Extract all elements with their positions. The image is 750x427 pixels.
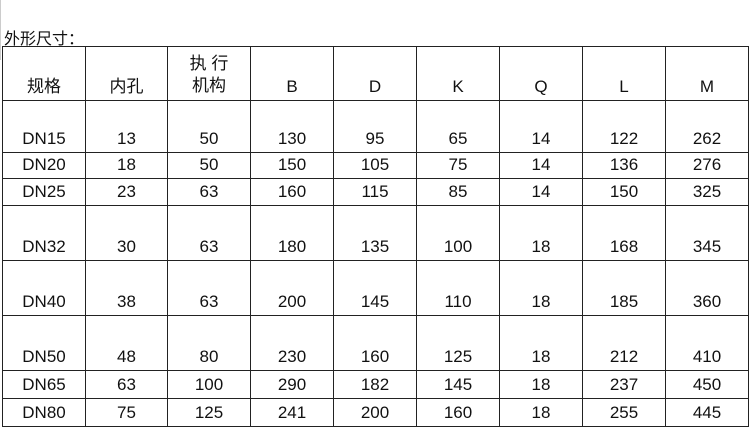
cell-m: 345 (665, 205, 749, 261)
cell-b: 230 (250, 315, 334, 371)
table-row: DN80 75 125 241 200 160 18 255 445 (2, 398, 749, 427)
cell-k: 145 (416, 370, 500, 399)
cell-actuator: 50 (167, 100, 251, 153)
cell-d: 200 (333, 398, 417, 427)
cell-spec: DN15 (2, 100, 86, 153)
cell-k: 85 (416, 178, 500, 206)
cell-bore: 30 (85, 205, 168, 261)
cell-spec: DN50 (2, 315, 86, 371)
cell-spec: DN25 (2, 178, 86, 206)
cell-k: 75 (416, 152, 500, 179)
cell-m: 325 (665, 178, 749, 206)
cell-actuator: 63 (167, 178, 251, 206)
cell-q: 18 (499, 260, 583, 316)
cell-actuator: 50 (167, 152, 251, 179)
cell-q: 18 (499, 315, 583, 371)
cell-b: 130 (250, 100, 334, 153)
cell-m: 445 (665, 398, 749, 427)
cell-l: 168 (582, 205, 666, 261)
cell-actuator: 100 (167, 370, 251, 399)
table-row: DN20 18 50 150 105 75 14 136 276 (2, 152, 749, 179)
cell-m: 410 (665, 315, 749, 371)
cell-d: 105 (333, 152, 417, 179)
cell-b: 290 (250, 370, 334, 399)
header-row: 规格 内孔执 行机构 B D K Q L M (2, 46, 749, 101)
header-cell-bore: 内孔 (85, 46, 168, 101)
cell-b: 160 (250, 178, 334, 206)
cell-q: 14 (499, 178, 583, 206)
dimensions-table: 规格 内孔执 行机构 B D K Q L M DN15 13 50 130 95 65 14 122 262 DN… (2, 46, 749, 427)
cell-actuator: 63 (167, 205, 251, 261)
cell-d: 115 (333, 178, 417, 206)
table-row: DN50 48 80 230 160 125 18 212 410 (2, 315, 749, 371)
cell-bore: 75 (85, 398, 168, 427)
cell-b: 200 (250, 260, 334, 316)
cell-d: 182 (333, 370, 417, 399)
cell-k: 110 (416, 260, 500, 316)
table-row: DN25 23 63 160 115 85 14 150 325 (2, 178, 749, 206)
cell-q: 14 (499, 100, 583, 153)
cell-l: 136 (582, 152, 666, 179)
cell-b: 150 (250, 152, 334, 179)
header-cell-d: D (333, 46, 417, 101)
cell-q: 18 (499, 370, 583, 399)
cell-actuator: 63 (167, 260, 251, 316)
cell-l: 237 (582, 370, 666, 399)
cell-m: 450 (665, 370, 749, 399)
cell-d: 145 (333, 260, 417, 316)
cell-bore: 18 (85, 152, 168, 179)
cell-spec: DN20 (2, 152, 86, 179)
cell-spec: DN32 (2, 205, 86, 261)
cell-k: 160 (416, 398, 500, 427)
cell-bore: 48 (85, 315, 168, 371)
section-title: 外形尺寸： (4, 31, 85, 48)
table-row: DN40 38 63 200 145 110 18 185 360 (2, 260, 749, 316)
cell-m: 276 (665, 152, 749, 179)
cell-b: 180 (250, 205, 334, 261)
cell-l: 150 (582, 178, 666, 206)
header-cell-spec: 规格 (2, 46, 86, 101)
cell-k: 100 (416, 205, 500, 261)
cell-b: 241 (250, 398, 334, 427)
cell-d: 95 (333, 100, 417, 153)
cell-bore: 38 (85, 260, 168, 316)
cell-d: 160 (333, 315, 417, 371)
cell-l: 255 (582, 398, 666, 427)
cell-spec: DN40 (2, 260, 86, 316)
cell-bore: 63 (85, 370, 168, 399)
cell-m: 360 (665, 260, 749, 316)
cell-actuator: 125 (167, 398, 251, 427)
left-edge-line (0, 0, 1, 60)
cell-m: 262 (665, 100, 749, 153)
cell-d: 135 (333, 205, 417, 261)
header-cell-actuator: 执 行机构 (167, 46, 251, 101)
cell-q: 14 (499, 152, 583, 179)
header-cell-m: M (665, 46, 749, 101)
cell-l: 212 (582, 315, 666, 371)
header-cell-l: L (582, 46, 666, 101)
table-row: DN15 13 50 130 95 65 14 122 262 (2, 100, 749, 153)
cell-spec: DN80 (2, 398, 86, 427)
header-cell-b: B (250, 46, 334, 101)
header-cell-k: K (416, 46, 500, 101)
cell-actuator: 80 (167, 315, 251, 371)
cell-q: 18 (499, 398, 583, 427)
cell-bore: 13 (85, 100, 168, 153)
table-row: DN65 63 100 290 182 145 18 237 450 (2, 370, 749, 399)
cell-k: 65 (416, 100, 500, 153)
table-row: DN32 30 63 180 135 100 18 168 345 (2, 205, 749, 261)
cell-bore: 23 (85, 178, 168, 206)
cell-k: 125 (416, 315, 500, 371)
cell-spec: DN65 (2, 370, 86, 399)
header-cell-q: Q (499, 46, 583, 101)
cell-l: 122 (582, 100, 666, 153)
cell-q: 18 (499, 205, 583, 261)
cell-l: 185 (582, 260, 666, 316)
